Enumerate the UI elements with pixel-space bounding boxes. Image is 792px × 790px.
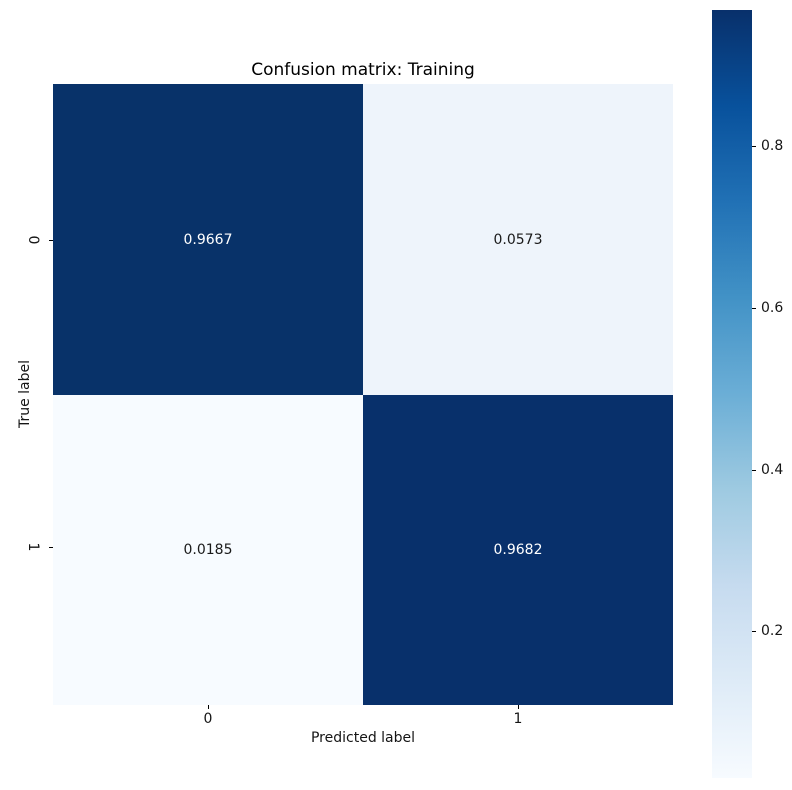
x-tick-mark bbox=[518, 705, 519, 709]
heatmap-cell-0-0: 0.9667 bbox=[53, 84, 363, 395]
colorbar-tick-label: 0.4 bbox=[761, 462, 784, 478]
y-tick-mark bbox=[49, 240, 53, 241]
cell-annotation: 0.9667 bbox=[183, 231, 233, 248]
cell-annotation: 0.0573 bbox=[493, 231, 543, 248]
heatmap-cell-1-0: 0.0185 bbox=[53, 395, 363, 705]
colorbar-tick-mark bbox=[752, 146, 756, 147]
colorbar-tick-label: 0.2 bbox=[761, 623, 784, 639]
y-axis-label: True label bbox=[17, 359, 33, 429]
heatmap-cell-1-1: 0.9682 bbox=[363, 395, 673, 705]
colorbar-tick-mark bbox=[752, 308, 756, 309]
heatmap-cell-0-1: 0.0573 bbox=[363, 84, 673, 395]
x-axis-label: Predicted label bbox=[310, 730, 416, 746]
cell-annotation: 0.9682 bbox=[493, 542, 543, 558]
cell-annotation: 0.0185 bbox=[183, 542, 233, 558]
heatmap: 0.9667 0.0573 0.0185 0.9682 bbox=[53, 84, 673, 705]
x-tick-mark bbox=[208, 705, 209, 709]
colorbar-tick-label: 0.6 bbox=[761, 300, 784, 316]
colorbar-tick-mark bbox=[752, 470, 756, 471]
y-tick-label: 1 bbox=[25, 542, 41, 552]
colorbar-tick-label: 0.8 bbox=[761, 138, 784, 154]
colorbar-tick-mark bbox=[752, 631, 756, 632]
chart-title: Confusion matrix: Training bbox=[251, 60, 475, 80]
y-tick-label: 0 bbox=[25, 235, 41, 245]
y-tick-mark bbox=[49, 547, 53, 548]
x-tick-label: 1 bbox=[513, 711, 523, 727]
colorbar-gradient bbox=[712, 10, 752, 778]
x-tick-label: 0 bbox=[203, 711, 213, 727]
